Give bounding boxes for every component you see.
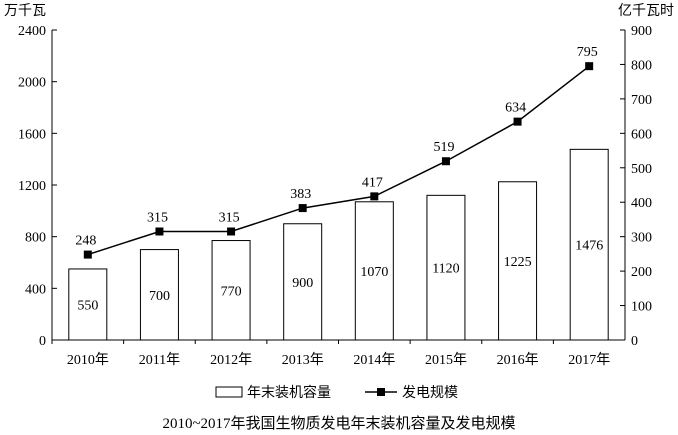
line-value-label: 634	[505, 101, 526, 116]
bar	[283, 223, 323, 341]
x-tick-label: 2011年	[139, 352, 180, 368]
legend-bar-label: 年末装机容量	[247, 384, 331, 401]
right-tick-label: 500	[631, 162, 652, 177]
line-value-label: 315	[147, 211, 168, 226]
line-marker	[298, 204, 307, 213]
line-marker	[155, 227, 164, 236]
x-axis-ticks: 2010年 2011年 2012年 2013年 2014年 2015年 2016年 2017年	[51, 340, 610, 368]
line-value-label: 519	[433, 140, 454, 155]
legend: 年末装机容量 发电规模	[215, 384, 458, 401]
left-tick-label: 400	[25, 282, 46, 297]
right-tick-label: 200	[631, 265, 652, 280]
bar	[426, 194, 466, 341]
right-tick-label: 0	[631, 334, 638, 349]
line-marker	[585, 62, 594, 71]
line-value-label: 315	[219, 211, 240, 226]
bar-value-label: 1476	[575, 239, 603, 254]
x-tick-label: 2014年	[353, 352, 395, 368]
line-value-label: 795	[577, 45, 598, 60]
right-tick-label: 900	[631, 24, 652, 39]
bar	[569, 148, 609, 341]
left-tick-label: 1600	[18, 127, 46, 142]
line-marker	[441, 157, 450, 166]
line-marker	[83, 250, 92, 259]
left-tick-label: 800	[25, 231, 46, 246]
chart-title: 2010~2017年我国生物质发电年末装机容量及发电规模	[162, 415, 515, 432]
series-line	[87, 65, 590, 256]
bar-value-label: 1070	[360, 265, 388, 280]
x-tick-label: 2017年	[568, 352, 610, 368]
left-axis-unit: 万千瓦	[4, 3, 46, 19]
line-series	[83, 62, 594, 259]
line-marker	[513, 117, 522, 126]
legend-bar-swatch	[215, 386, 243, 398]
line-marker	[370, 192, 379, 201]
left-tick-label: 2000	[18, 76, 46, 91]
line-value-label: 383	[290, 187, 311, 202]
bar-series	[68, 148, 609, 341]
bar	[139, 249, 179, 341]
x-tick-label: 2016年	[497, 352, 539, 368]
line-value-label: 248	[75, 234, 96, 249]
right-tick-label: 700	[631, 93, 652, 108]
left-tick-label: 1200	[18, 179, 46, 194]
bar-value-label: 1120	[432, 262, 459, 277]
bar-value-label: 1225	[504, 255, 532, 270]
bar	[68, 268, 108, 341]
right-tick-label: 100	[631, 300, 652, 315]
right-axis-unit: 亿千瓦时	[618, 3, 674, 19]
x-tick-label: 2010年	[67, 352, 109, 368]
right-tick-label: 600	[631, 127, 652, 142]
bar-value-label: 700	[149, 289, 170, 304]
bar	[354, 201, 394, 341]
bar	[498, 181, 538, 341]
bar-value-label: 900	[292, 276, 313, 291]
bar-value-label: 770	[221, 284, 242, 299]
right-axis-ticks: 0 100 200 300 400 500 600 700 800 900	[620, 24, 652, 349]
bar-value-label: 550	[77, 298, 98, 313]
left-tick-label: 2400	[18, 24, 46, 39]
right-tick-label: 800	[631, 58, 652, 73]
left-axis-ticks: 0 400 800 1200 1600 2000 2400	[18, 24, 57, 349]
right-tick-label: 400	[631, 196, 652, 211]
right-tick-label: 300	[631, 231, 652, 246]
line-marker	[227, 227, 236, 236]
line-labels: 248 315 315 383 417 519 634 795	[75, 45, 597, 248]
x-tick-label: 2013年	[282, 352, 324, 368]
bar	[211, 240, 251, 341]
legend-line-label: 发电规模	[402, 385, 458, 401]
bar-labels: 550 700 770 900 1070 1120 1225 1476	[77, 239, 603, 314]
left-tick-label: 0	[39, 334, 46, 349]
line-value-label: 417	[362, 175, 383, 190]
x-tick-label: 2012年	[210, 352, 252, 368]
x-tick-label: 2015年	[425, 352, 467, 368]
legend-line-marker	[377, 388, 385, 396]
